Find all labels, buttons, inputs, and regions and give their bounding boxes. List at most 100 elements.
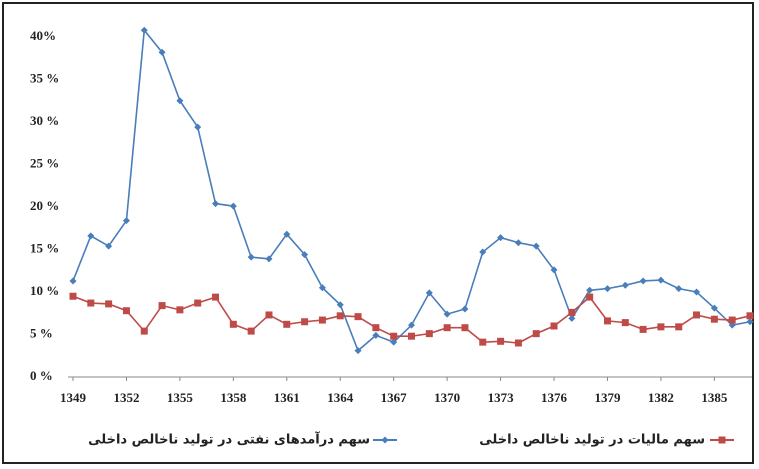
point [479, 338, 487, 346]
point [87, 232, 95, 240]
point [568, 308, 576, 316]
x-tick-label: 1364 [327, 390, 354, 405]
point [497, 234, 505, 242]
point [69, 292, 77, 300]
point [586, 286, 594, 294]
x-tick-label: 1370 [434, 390, 460, 405]
point [140, 327, 148, 335]
point [675, 285, 683, 293]
point [408, 332, 415, 340]
point [87, 299, 95, 307]
x-tick-label: 1385 [701, 390, 728, 405]
point [194, 299, 202, 307]
y-tick-label: 35 % [30, 70, 59, 85]
point [140, 26, 148, 34]
point [550, 266, 558, 274]
y-tick-label: 0 % [30, 368, 53, 383]
x-tick-label: 1352 [113, 390, 139, 405]
point [603, 285, 611, 293]
point [568, 314, 576, 322]
point [176, 306, 184, 314]
y-tick-label: 10 % [30, 283, 59, 298]
point [105, 242, 113, 250]
point [693, 288, 701, 296]
series-line [72, 28, 751, 352]
x-tick-label: 1358 [220, 390, 247, 405]
point [710, 315, 718, 323]
point [122, 307, 130, 315]
point [301, 251, 309, 259]
point [247, 253, 255, 261]
point [229, 320, 237, 328]
point [105, 300, 113, 308]
point [603, 317, 611, 325]
point [372, 331, 380, 339]
point [461, 324, 469, 332]
point [514, 239, 522, 247]
point [265, 311, 273, 319]
point [532, 242, 540, 250]
point [336, 312, 344, 320]
x-tick-label: 1367 [381, 390, 408, 405]
point [247, 327, 255, 335]
y-tick-label: 30 % [30, 113, 59, 128]
point [657, 323, 665, 331]
point [283, 230, 291, 238]
point [408, 321, 415, 329]
point [746, 312, 754, 320]
point [194, 123, 202, 131]
point [550, 322, 558, 330]
point [390, 338, 398, 346]
point [728, 316, 736, 324]
point [265, 255, 273, 263]
point [621, 319, 629, 327]
point [443, 324, 451, 332]
point [497, 337, 505, 345]
point [443, 310, 451, 318]
frame [2, 2, 754, 464]
x-tick-label: 1382 [648, 390, 674, 405]
point [301, 318, 309, 326]
y-tick-label: 15 % [30, 240, 59, 255]
point [176, 97, 184, 105]
legend-marker [718, 436, 726, 444]
point [514, 339, 522, 347]
point [229, 202, 237, 210]
legend-label: سهم درآمدهای نفتی در تولید ناخالص داخلی [88, 431, 370, 448]
point [479, 248, 487, 256]
point [283, 320, 291, 328]
point [657, 276, 665, 284]
point [532, 330, 540, 338]
x-tick-label: 1349 [60, 390, 87, 405]
point [425, 330, 433, 338]
point [372, 324, 380, 332]
point [461, 305, 469, 313]
y-tick-label: 5 % [30, 325, 53, 340]
point [586, 293, 594, 301]
x-tick-label: 1361 [274, 390, 300, 405]
point [746, 318, 754, 326]
point [639, 277, 647, 285]
point [336, 301, 344, 309]
point [122, 217, 130, 225]
point [158, 302, 166, 310]
y-tick-label: 20 % [30, 198, 59, 213]
point [69, 277, 77, 285]
legend-marker [381, 436, 389, 444]
point [318, 284, 326, 292]
point [425, 289, 433, 297]
x-tick-label: 1373 [488, 390, 515, 405]
point [693, 311, 701, 319]
point [710, 304, 718, 312]
point [675, 323, 683, 331]
x-tick-label: 1379 [594, 390, 621, 405]
point [212, 200, 220, 208]
point [354, 313, 362, 321]
point [354, 347, 362, 355]
point [212, 293, 220, 301]
x-tick-label: 1355 [167, 390, 194, 405]
x-tick-label: 1376 [541, 390, 568, 405]
point [639, 325, 647, 333]
